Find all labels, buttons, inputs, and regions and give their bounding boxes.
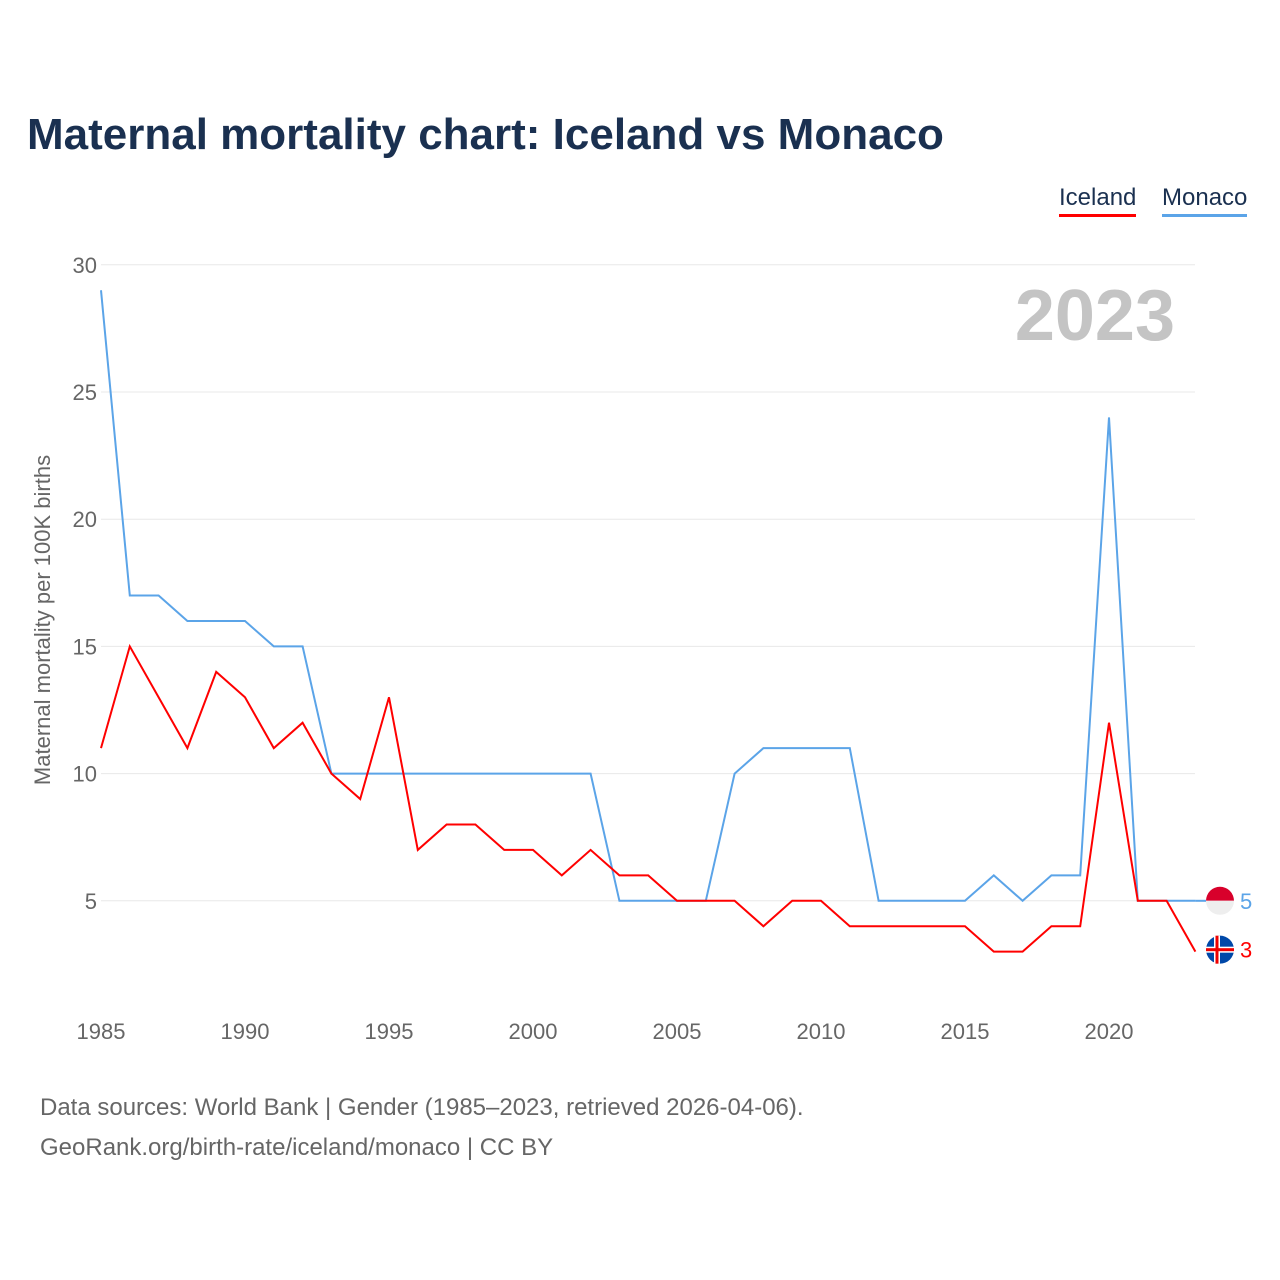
end-value-monaco: 5: [1240, 889, 1252, 914]
source-note: Data sources: World Bank | Gender (1985–…: [40, 1088, 804, 1168]
y-axis-label: Maternal mortality per 100K births: [30, 455, 55, 785]
monaco-flag-icon: [1206, 886, 1234, 901]
series-line-monaco: [100, 290, 1196, 903]
x-tick-label: 2015: [941, 1019, 990, 1044]
iceland-flag-red-v: [1215, 935, 1219, 964]
x-tick-label: 2000: [509, 1019, 558, 1044]
y-tick-label: 10: [73, 762, 97, 787]
x-tick-label: 1995: [365, 1019, 414, 1044]
legend-monaco[interactable]: Monaco: [1162, 184, 1248, 217]
x-tick-label: 1990: [221, 1019, 270, 1044]
chart-title: Maternal mortality chart: Iceland vs Mon…: [27, 110, 944, 159]
x-tick-label: 2010: [797, 1019, 846, 1044]
y-tick-label: 15: [73, 634, 97, 659]
y-tick-label: 5: [85, 889, 97, 914]
source-line-1: Data sources: World Bank | Gender (1985–…: [40, 1094, 804, 1121]
legend-iceland[interactable]: Iceland: [1059, 184, 1137, 217]
series-line-iceland: [100, 643, 1197, 953]
y-tick-label: 30: [73, 253, 97, 278]
year-label: 2023: [1015, 276, 1175, 356]
iceland-flag-red-h: [1206, 948, 1234, 952]
source-line-2[interactable]: GeoRank.org/birth-rate/iceland/monaco | …: [40, 1134, 554, 1161]
monaco-flag-icon-lower: [1206, 900, 1234, 915]
x-tick-label: 2020: [1085, 1019, 1134, 1044]
y-tick-label: 20: [73, 507, 97, 532]
end-value-iceland: 3: [1240, 938, 1252, 963]
x-tick-label: 2005: [653, 1019, 702, 1044]
y-tick-label: 25: [73, 380, 97, 405]
x-tick-label: 1985: [77, 1019, 126, 1044]
